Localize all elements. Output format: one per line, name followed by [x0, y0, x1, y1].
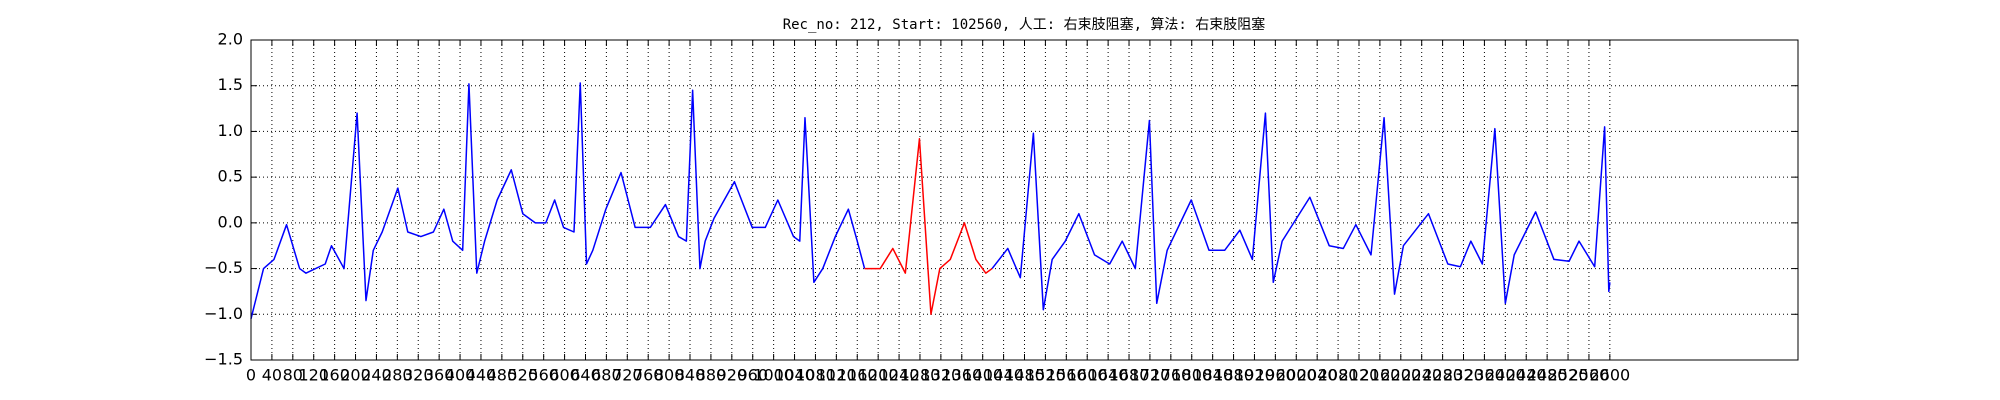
x-tick-label: 1840 — [1192, 366, 1233, 385]
x-tick-label: 1000 — [753, 366, 794, 385]
x-tick-label: 0 — [246, 366, 256, 385]
x-tick-label: 1880 — [1213, 366, 1254, 385]
x-tick-label: 720 — [612, 366, 643, 385]
x-tick-label: 440 — [466, 366, 497, 385]
x-tick-label: 2080 — [1318, 366, 1359, 385]
x-tick-label: 800 — [654, 366, 685, 385]
x-tick-label: 80 — [283, 366, 303, 385]
x-tick-label: 760 — [633, 366, 664, 385]
y-tick-label: −0.5 — [204, 258, 243, 277]
plot-frame — [250, 39, 1799, 361]
x-tick-label: 360 — [424, 366, 455, 385]
series-line — [864, 137, 993, 316]
x-tick-label: 200 — [340, 366, 371, 385]
x-tick-label: 1920 — [1234, 366, 1275, 385]
x-tick-label: 1080 — [795, 366, 836, 385]
x-tick-label: 1600 — [1067, 366, 1108, 385]
y-tick-label: 0.5 — [218, 167, 243, 186]
chart-title: Rec_no: 212, Start: 102560, 人工: 右束肢阻塞, 算… — [783, 16, 1266, 33]
x-tick-label: 1520 — [1025, 366, 1066, 385]
x-tick-label: 1240 — [879, 366, 920, 385]
x-tick-label: 120 — [298, 366, 329, 385]
x-tick-label: 520 — [507, 366, 538, 385]
x-tick-label: 2200 — [1380, 366, 1421, 385]
x-tick-label: 880 — [696, 366, 727, 385]
x-tick-label: 2240 — [1401, 366, 1442, 385]
x-tick-label: 920 — [717, 366, 748, 385]
x-tick-label: 320 — [403, 366, 434, 385]
x-tick-label: 2440 — [1506, 366, 1547, 385]
x-tick-label: 2520 — [1548, 366, 1589, 385]
x-tick-label: 1120 — [816, 366, 857, 385]
y-tick-label: −1.5 — [204, 350, 243, 369]
x-tick-label: 1800 — [1171, 366, 1212, 385]
series-line — [250, 82, 1611, 320]
x-tick-label: 1480 — [1004, 366, 1045, 385]
x-tick-label: 1640 — [1088, 366, 1129, 385]
y-tick-label: 1.0 — [218, 121, 243, 140]
x-tick-label: 960 — [737, 366, 768, 385]
x-tick-label: 640 — [570, 366, 601, 385]
x-tick-label: 1280 — [900, 366, 941, 385]
x-tick-label: 1160 — [837, 366, 878, 385]
x-tick-label: 600 — [549, 366, 580, 385]
x-tick-label: 1960 — [1255, 366, 1296, 385]
x-tick-label: 2040 — [1297, 366, 1338, 385]
x-tick-label: 1360 — [941, 366, 982, 385]
x-tick-label: 280 — [382, 366, 413, 385]
x-tick-label: 480 — [487, 366, 518, 385]
x-tick-label: 1720 — [1130, 366, 1171, 385]
x-tick-label: 1400 — [962, 366, 1003, 385]
x-tick-label: 1760 — [1150, 366, 1191, 385]
x-tick-label: 1560 — [1046, 366, 1087, 385]
x-tick-label: 2320 — [1443, 366, 1484, 385]
y-tick-label: 0.0 — [218, 212, 243, 231]
x-tick-label: 2600 — [1589, 366, 1630, 385]
y-tick-label: −1.0 — [204, 304, 243, 323]
x-tick-label: 1440 — [983, 366, 1024, 385]
x-tick-label: 2120 — [1339, 366, 1380, 385]
x-tick-label: 2160 — [1360, 366, 1401, 385]
x-tick-label: 2560 — [1569, 366, 1610, 385]
x-tick-label: 2360 — [1464, 366, 1505, 385]
x-tick-label: 680 — [591, 366, 622, 385]
x-tick-label: 1320 — [921, 366, 962, 385]
x-tick-label: 40 — [262, 366, 282, 385]
x-tick-label: 160 — [319, 366, 350, 385]
x-tick-label: 2000 — [1276, 366, 1317, 385]
x-tick-label: 560 — [528, 366, 559, 385]
x-tick-label: 1680 — [1109, 366, 1150, 385]
x-tick-label: 2280 — [1422, 366, 1463, 385]
x-tick-label: 2480 — [1527, 366, 1568, 385]
x-tick-label: 840 — [675, 366, 706, 385]
y-tick-label: 2.0 — [218, 30, 243, 49]
x-tick-label: 400 — [445, 366, 476, 385]
x-tick-label: 1040 — [774, 366, 815, 385]
x-tick-label: 240 — [361, 366, 392, 385]
x-tick-label: 2400 — [1485, 366, 1526, 385]
y-tick-label: 1.5 — [218, 75, 243, 94]
x-tick-label: 1200 — [858, 366, 899, 385]
